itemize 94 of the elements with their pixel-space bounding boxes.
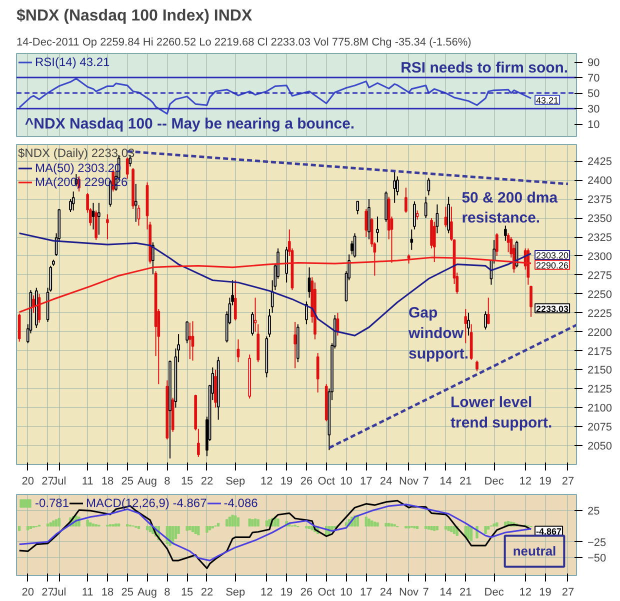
y-tick-label: −25: [588, 536, 606, 549]
chart-subtitle: 14-Dec-2011 Op 2259.84 Hi 2260.52 Lo 2219.68 Cl 2233.03 Vol 775.8M Chg -35.34 (-1.56%): [16, 36, 472, 48]
legend-label: RSI(14) 43.21: [35, 55, 110, 69]
y-tick-label: 2125: [588, 384, 612, 396]
y-tick-label: 2225: [588, 308, 612, 320]
data-label: -4.867: [536, 526, 562, 536]
y-tick-label: 2275: [588, 270, 612, 282]
x-tick-label: 10: [340, 476, 352, 488]
y-tick-label: 50: [588, 88, 600, 100]
x-tick-label: 21: [460, 586, 472, 598]
legend-label: MACD(12,26,9) -4.867: [86, 496, 207, 510]
y-tick-label: 2100: [588, 402, 612, 415]
x-tick-label: Nov: [399, 476, 420, 488]
legend-label: -4.086: [224, 496, 258, 510]
y-tick-label: 2425: [588, 156, 612, 168]
data-label: 43.21: [536, 95, 559, 106]
x-tick-label: 17: [360, 586, 372, 598]
x-tick-label: 10: [340, 586, 352, 598]
annotation: RSI needs to firm soon.: [400, 59, 568, 76]
x-tick-label: Dec: [484, 586, 504, 598]
x-tick-label: 12: [260, 476, 273, 488]
x-tick-label: 12: [519, 586, 532, 598]
x-tick-label: 19: [539, 476, 552, 488]
x-tick-label: 24: [380, 586, 392, 598]
y-tick-label: 90: [588, 57, 600, 70]
x-tick-label: 22: [200, 476, 214, 488]
x-tick-label: 17: [360, 476, 372, 488]
x-tick-label: 7: [422, 476, 429, 488]
y-tick-label: 2150: [588, 364, 612, 377]
x-tick-label: 20: [22, 476, 34, 488]
annotation: Gap window support.: [408, 304, 468, 362]
x-tick-label: Dec: [484, 476, 504, 488]
x-tick-label: 27: [562, 476, 574, 488]
x-tick-label: Oct: [318, 476, 335, 488]
x-tick-label: Aug: [137, 476, 158, 488]
x-tick-label: 27: [562, 586, 574, 598]
x-tick-label: 27: [42, 476, 54, 488]
y-tick-label: 2325: [588, 232, 612, 244]
y-tick-label: 25: [588, 506, 600, 518]
x-tick-label: 26: [300, 586, 313, 598]
x-tick-label: 15: [180, 476, 194, 488]
x-tick-label: 14: [440, 476, 452, 488]
annotation: ^NDX Nasdaq 100 -- May be nearing a bounce.: [24, 115, 355, 132]
data-label: 2290.26: [536, 260, 569, 270]
data-label: 2303.20: [536, 250, 569, 261]
x-tick-label: 22: [200, 586, 214, 598]
x-tick-label: 15: [180, 586, 194, 598]
y-tick-label: 2350: [588, 213, 612, 226]
x-tick-label: 27: [42, 586, 54, 598]
x-tick-label: Oct: [318, 586, 335, 598]
text: 2233.03: [536, 304, 569, 314]
y-tick-label: 10: [588, 119, 600, 132]
x-tick-label: Sep: [226, 476, 246, 488]
x-tick-label: 11: [82, 586, 94, 598]
x-tick-label: 8: [164, 476, 170, 488]
x-tick-label: 7: [422, 586, 429, 598]
x-tick-label: 26: [300, 476, 313, 488]
x-tick-label: 8: [164, 586, 170, 598]
annotation: neutral: [512, 544, 556, 559]
x-tick-label: 20: [22, 586, 34, 598]
legend-label: -0.781: [35, 496, 70, 510]
x-tick-label: 24: [380, 476, 392, 488]
y-tick-label: 2075: [588, 422, 612, 434]
x-tick-label: 21: [460, 476, 472, 488]
x-tick-label: 12: [260, 586, 273, 598]
y-tick-label: 30: [588, 104, 600, 116]
x-tick-label: Sep: [226, 586, 246, 598]
x-tick-label: 19: [280, 476, 293, 488]
chart-title: $NDX (Nasdaq 100 Index) INDX: [16, 8, 252, 24]
x-tick-label: 18: [101, 586, 114, 598]
x-tick-label: 14: [440, 586, 452, 598]
x-tick-label: Jul: [52, 586, 66, 598]
y-tick-label: 2250: [588, 288, 612, 301]
x-tick-label: 19: [539, 586, 552, 598]
x-tick-label: 19: [280, 586, 293, 598]
x-tick-label: 18: [101, 476, 114, 488]
y-tick-label: 70: [588, 72, 600, 85]
x-tick-label: Aug: [137, 586, 158, 598]
x-tick-label: Nov: [399, 586, 420, 598]
y-tick-label: 2300: [588, 250, 612, 263]
y-tick-label: 2050: [588, 440, 612, 453]
annotation: Lower level trend support.: [450, 394, 552, 432]
x-tick-label: 25: [121, 476, 134, 488]
y-tick-label: 2200: [588, 326, 612, 339]
y-tick-label: 2375: [588, 194, 612, 206]
x-tick-label: Jul: [52, 476, 66, 488]
y-tick-label: 2400: [588, 175, 612, 188]
legend-title: $NDX (Daily) 2233.03: [18, 146, 135, 160]
y-tick-label: −50: [588, 552, 606, 564]
annotation: 50 & 200 dma resistance.: [462, 189, 558, 227]
x-tick-label: 12: [519, 476, 532, 488]
y-tick-label: 2175: [588, 346, 612, 358]
x-tick-label: 25: [121, 586, 134, 598]
x-tick-label: 11: [82, 476, 94, 488]
